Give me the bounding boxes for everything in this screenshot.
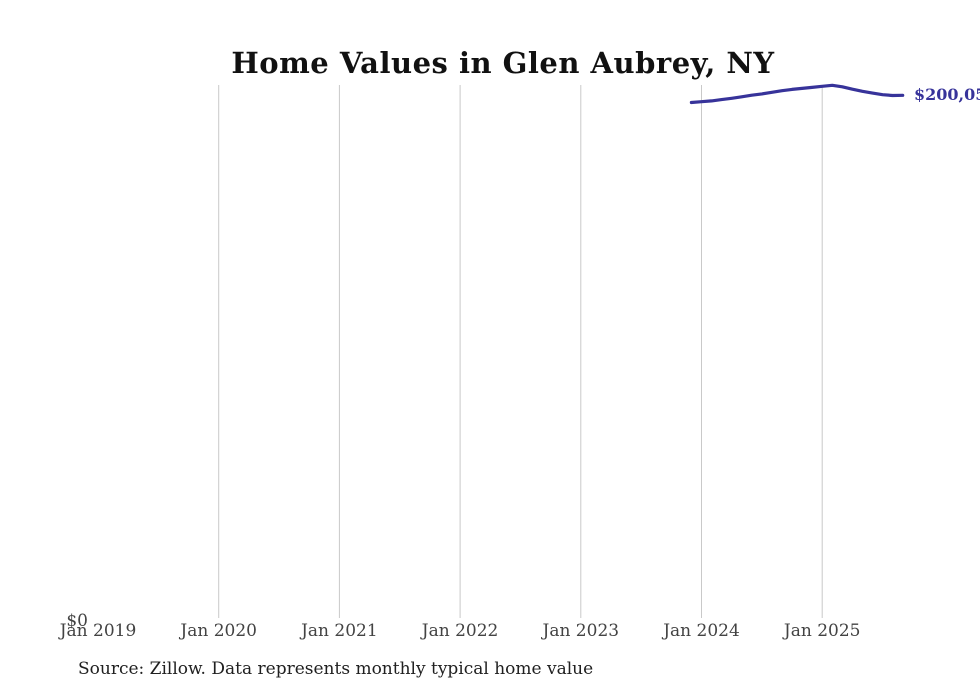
x-tick-label: Jan 2024 — [663, 621, 740, 641]
x-tick-label: Jan 2022 — [421, 621, 499, 641]
x-tick-label: Jan 2020 — [180, 621, 257, 641]
source-note: Source: Zillow. Data represents monthly … — [78, 659, 594, 679]
x-tick-label: Jan 2025 — [783, 621, 861, 641]
chart-title: Home Values in Glen Aubrey, NY — [231, 46, 775, 81]
latest-value-label: $200,055 — [914, 85, 980, 104]
y-axis-zero-label: $0 — [66, 611, 88, 631]
x-tick-label: Jan 2019 — [59, 621, 137, 641]
value-line — [689, 83, 905, 105]
x-tick-label: Jan 2021 — [301, 621, 378, 641]
x-tick-label: Jan 2023 — [542, 621, 620, 641]
